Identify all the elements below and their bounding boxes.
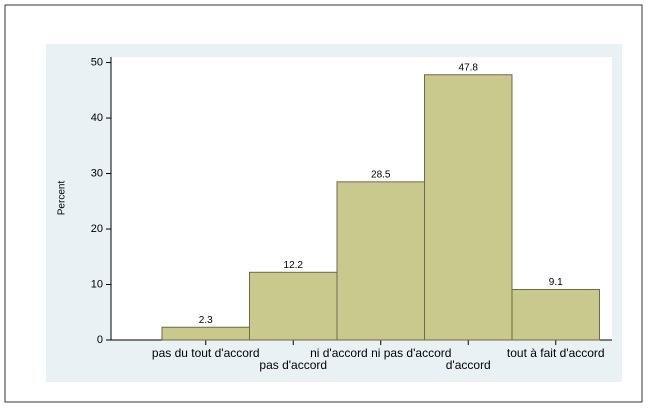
x-tick-label: ni d'accord ni pas d'accord [310,346,451,360]
value-label: 2.3 [199,315,213,326]
value-label: 28.5 [371,169,391,180]
bar [336,181,425,341]
y-tick-label: 50 [91,56,103,68]
value-label: 9.1 [549,277,563,288]
x-tick-label: tout à fait d'accord [507,346,605,360]
y-axis-label: Percent [57,181,68,216]
value-label: 12.2 [284,260,304,271]
y-tick-label: 40 [91,112,103,124]
y-tick-label: 20 [91,223,103,235]
value-label: 47.8 [459,62,479,73]
y-tick-label: 30 [91,167,103,179]
bar [249,271,338,341]
bar [511,289,600,341]
x-tick-label: d'accord [446,358,491,372]
y-tick-label: 10 [91,278,103,290]
bar [424,74,513,341]
x-tick-label: pas du tout d'accord [152,346,260,360]
bar [161,326,250,341]
x-tick-label: pas d'accord [259,358,327,372]
y-tick-label: 0 [97,334,103,346]
